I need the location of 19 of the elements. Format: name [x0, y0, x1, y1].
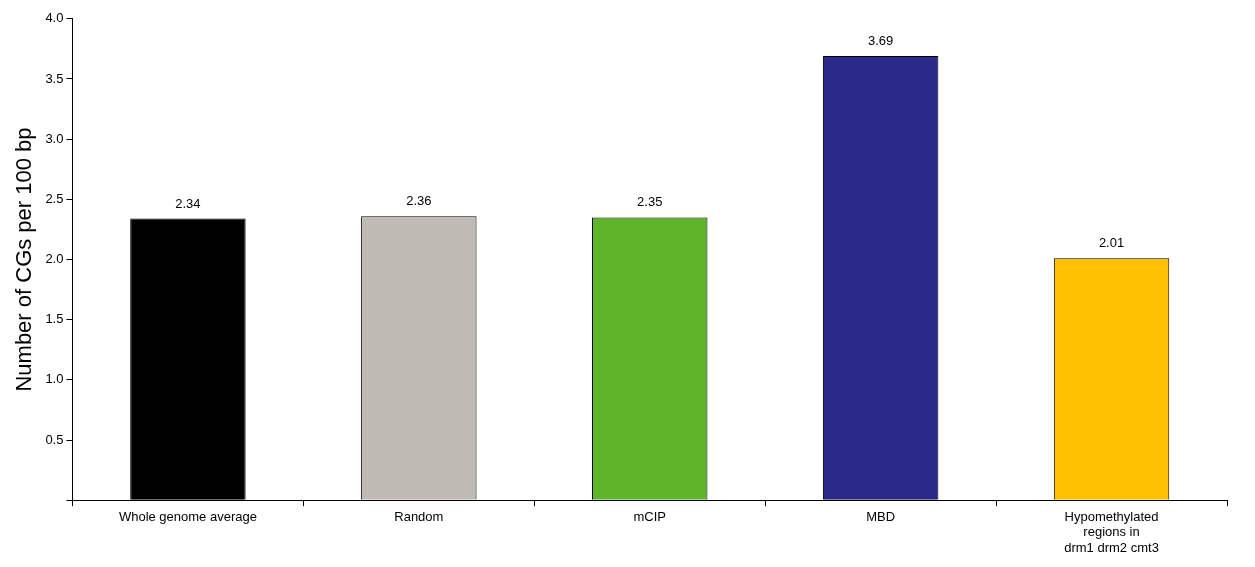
y-tick-label: 0.5: [45, 431, 64, 447]
y-tick-label: 4.0: [45, 10, 64, 26]
y-tick-label: 2.5: [45, 190, 64, 206]
y-tick-label: 3.5: [45, 70, 64, 86]
x-tick-label: Whole genome average: [118, 508, 257, 524]
y-axis-title: Number of CGs per 100 bp: [11, 127, 37, 392]
x-tick-label: Hypomethylated regions in drm1 drm2 cmt3: [1064, 508, 1159, 555]
x-tick-label: mCIP: [633, 508, 666, 524]
x-tick-label: Random: [394, 508, 444, 524]
data-label: 3.69: [867, 33, 894, 49]
y-tick-label: 3.0: [45, 130, 64, 146]
data-label: 2.35: [637, 194, 663, 210]
y-tick-label: 1.5: [45, 311, 64, 327]
data-label: 2.36: [406, 193, 432, 209]
data-label: 2.34: [175, 195, 201, 211]
x-tick-label: MBD: [866, 508, 896, 524]
y-tick-label: 1.0: [45, 371, 64, 387]
y-tick-label: 2.0: [45, 251, 64, 267]
data-label: 2.01: [1098, 235, 1125, 251]
